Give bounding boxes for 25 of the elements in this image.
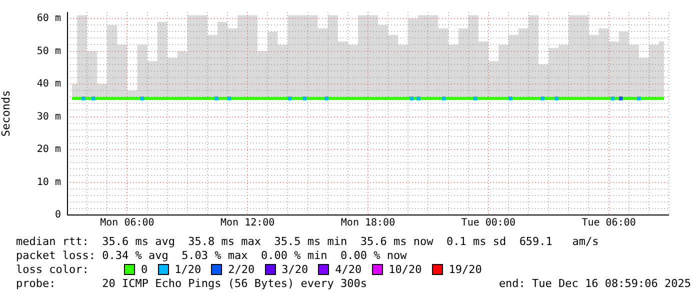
y-tick-label: 50 m <box>36 46 61 57</box>
y-tick-label: 60 m <box>36 13 61 24</box>
y-tick-label: 40 m <box>36 78 61 90</box>
y-tick-label: 10 m <box>36 176 61 188</box>
legend-label: 10/20 <box>388 263 422 276</box>
text: median rtt: 35.6 ms avg 35.8 ms max 35.5 ms min 35.6 ms now 0.1 ms sd 659.1 am/s <box>16 235 599 248</box>
text: packet loss: 0.34 % avg 5.03 % max 0.00 % min 0.00 % now <box>16 249 407 262</box>
y-tick-label: 30 m <box>36 111 61 122</box>
legend-label: 3/20 <box>282 263 308 276</box>
x-tick-label: Tue 00:00 <box>461 218 516 229</box>
x-tick-label: Mon 06:00 <box>100 218 154 229</box>
legend-label: 4/20 <box>335 263 362 276</box>
y-tick-label: 20 m <box>36 144 61 156</box>
legend-label: 2/20 <box>228 263 255 276</box>
x-tick-label: Tue 06:00 <box>582 218 636 229</box>
legend-label: 0 <box>141 263 148 276</box>
legend-label: 19/20 <box>448 263 482 276</box>
legend-label: 1/20 <box>174 263 202 276</box>
text: end: Tue Dec 16 08:59:06 2025 <box>498 277 691 290</box>
x-tick-label: Mon 18:00 <box>340 218 396 229</box>
y-axis-title: Seconds <box>0 90 12 137</box>
y-tick-label: 0 <box>54 210 61 221</box>
text: probe: 20 ICMP Echo Pings (56 Bytes) every 300s <box>16 277 367 290</box>
x-tick-label: Mon 12:00 <box>220 218 275 229</box>
legend-title: loss color: <box>16 263 90 276</box>
